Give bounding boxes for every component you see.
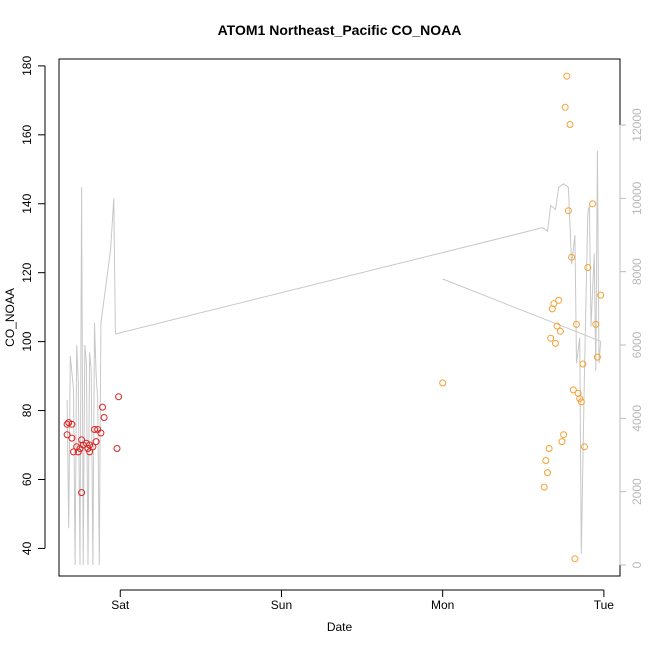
data-point xyxy=(581,443,588,451)
data-point xyxy=(597,291,605,299)
data-point xyxy=(568,253,576,261)
data-point xyxy=(99,403,106,411)
data-point xyxy=(86,448,94,456)
data-point xyxy=(547,334,555,342)
data-point xyxy=(563,72,571,80)
data-point xyxy=(566,121,574,128)
data-point xyxy=(97,429,105,437)
data-point xyxy=(89,443,97,451)
data-point xyxy=(68,420,76,428)
data-point xyxy=(571,555,579,563)
data-point xyxy=(553,322,561,330)
data-point xyxy=(78,489,86,497)
data-point xyxy=(576,395,584,402)
y-tick-label: 160 xyxy=(20,124,34,144)
y-tick-label: 60 xyxy=(20,472,34,486)
y-tick-label: 80 xyxy=(20,404,34,418)
data-point xyxy=(439,379,447,387)
data-point xyxy=(560,431,568,439)
y-tick-label: 40 xyxy=(20,541,34,555)
x-tick-label: Sun xyxy=(271,598,292,612)
y2-tick-label: 12000 xyxy=(630,108,644,142)
data-point xyxy=(584,264,592,271)
data-point xyxy=(100,414,108,421)
data-point xyxy=(544,469,551,477)
data-point xyxy=(592,320,600,328)
altitude-layer xyxy=(66,150,602,566)
x-tick-label: Sat xyxy=(111,598,130,612)
data-point xyxy=(556,327,564,335)
plot-box xyxy=(58,58,621,577)
data-point xyxy=(552,339,559,347)
axes-layer: Sat Sun Mon Tue 40 60 80 100 120 140 160 180 0 2000 40… xyxy=(20,56,644,613)
data-point xyxy=(91,426,98,433)
y-tick-label: 100 xyxy=(20,331,34,351)
data-point xyxy=(545,445,553,452)
data-point xyxy=(564,207,572,215)
data-point xyxy=(561,103,569,111)
data-point xyxy=(589,200,597,208)
data-point xyxy=(573,320,580,328)
data-point xyxy=(542,457,550,464)
y2-tick-label: 8000 xyxy=(630,258,644,285)
data-point xyxy=(113,445,121,452)
data-point xyxy=(63,420,71,428)
data-point xyxy=(550,300,558,308)
data-point xyxy=(569,386,577,394)
y-tick-label: 140 xyxy=(20,193,34,213)
y2-tick-label: 0 xyxy=(630,561,644,568)
data-point xyxy=(577,398,585,406)
data-point xyxy=(593,353,601,361)
y2-tick-label: 4000 xyxy=(630,405,644,432)
data-point xyxy=(555,296,563,304)
chart-title: ATOM1 Northeast_Pacific CO_NOAA xyxy=(218,22,462,38)
x-tick-label: Tue xyxy=(594,598,615,612)
data-point xyxy=(74,448,82,456)
altitude-line xyxy=(66,150,602,566)
points-layer xyxy=(63,72,605,563)
data-point xyxy=(86,441,94,449)
y2-tick-label: 6000 xyxy=(630,331,644,358)
altitude-line xyxy=(442,278,601,342)
data-point xyxy=(63,431,71,439)
y2-tick-label: 2000 xyxy=(630,478,644,505)
data-point xyxy=(68,434,76,442)
data-point xyxy=(115,393,123,401)
y-axis-label: CO_NOAA xyxy=(3,288,17,347)
y-tick-label: 180 xyxy=(20,56,34,76)
data-point xyxy=(558,438,566,446)
data-point xyxy=(70,448,77,456)
x-axis-label: Date xyxy=(327,620,353,634)
data-point xyxy=(579,360,587,368)
data-point xyxy=(92,438,100,446)
x-tick-label: Mon xyxy=(431,598,454,612)
y2-tick-label: 10000 xyxy=(630,181,644,215)
data-point xyxy=(84,445,92,452)
y-tick-label: 120 xyxy=(20,262,34,282)
data-point xyxy=(540,483,548,491)
